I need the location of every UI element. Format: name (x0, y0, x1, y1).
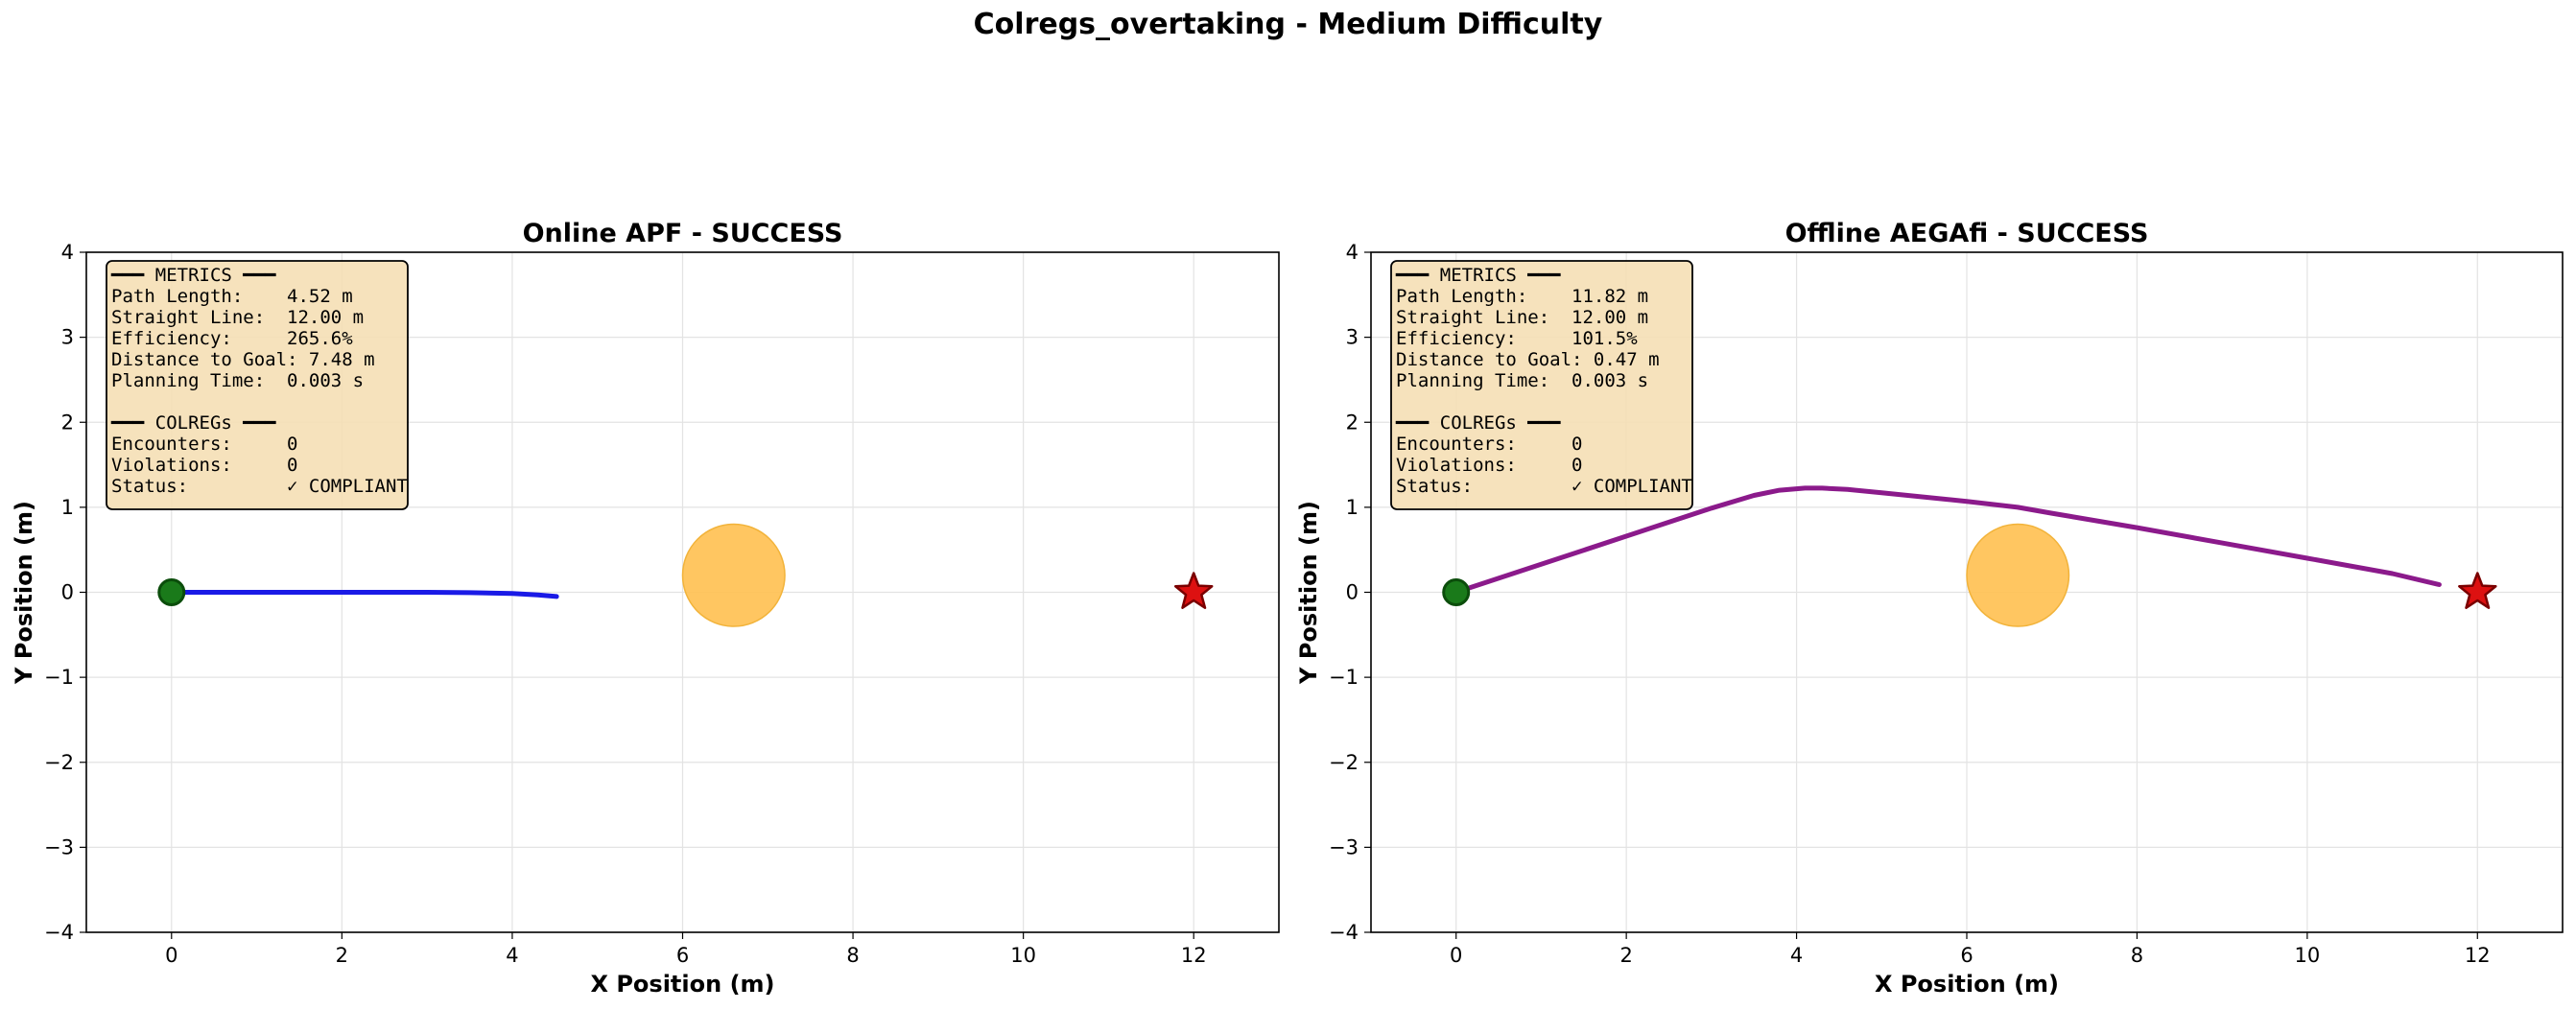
metrics-line: Encounters: 0 (111, 434, 297, 455)
metrics-line: Efficiency: 101.5% (1396, 328, 1638, 349)
x-tick-label: 12 (1181, 944, 1207, 967)
metrics-line: Path Length: 4.52 m (111, 286, 353, 307)
x-axis-label: X Position (m) (590, 971, 774, 998)
panel-title: Offline AEGAfi - SUCCESS (1785, 219, 2149, 248)
metrics-box (1390, 260, 1693, 510)
panel-title: Online APF - SUCCESS (523, 219, 843, 248)
x-tick-label: 2 (1619, 944, 1632, 967)
y-axis-label: Y Position (m) (1295, 501, 1322, 685)
y-tick-label: 4 (61, 241, 74, 264)
metrics-line: ━━━ METRICS ━━━ (110, 265, 276, 286)
start-marker (1442, 578, 1471, 606)
data-layer (157, 523, 1214, 627)
axes-frame (85, 251, 1280, 933)
metrics-line: Violations: 0 (111, 455, 297, 476)
y-tick-label: −1 (1329, 666, 1359, 689)
y-tick-label: 1 (1346, 496, 1359, 519)
metrics-line: Status: ✓ COMPLIANT (111, 476, 408, 497)
x-tick-label: 4 (506, 944, 518, 967)
metrics-line: Straight Line: 12.00 m (111, 307, 364, 328)
x-tick-label: 8 (2131, 944, 2143, 967)
figure-title: Colregs_overtaking - Medium Difficulty (973, 8, 1603, 41)
y-tick-label: 0 (1346, 581, 1359, 604)
y-tick-label: 2 (61, 411, 74, 434)
start-marker (157, 578, 186, 606)
metrics-line: Path Length: 11.82 m (1396, 286, 1648, 307)
y-tick-label: 1 (61, 496, 74, 519)
metrics-line: Straight Line: 12.00 m (1396, 307, 1648, 328)
x-tick-label: 2 (336, 944, 348, 967)
metrics-line: ━━━ COLREGs ━━━ (1395, 412, 1561, 434)
x-tick-label: 4 (1790, 944, 1803, 967)
x-tick-label: 10 (1010, 944, 1036, 967)
x-tick-label: 6 (1960, 944, 1973, 967)
y-tick-label: −2 (44, 751, 74, 774)
metrics-line: Distance to Goal: 7.48 m (111, 349, 375, 370)
metrics-box (106, 260, 409, 510)
obstacle-circle (681, 523, 786, 627)
y-tick-label: 2 (1346, 411, 1359, 434)
x-tick-label: 0 (1450, 944, 1462, 967)
metrics-line: Efficiency: 265.6% (111, 328, 353, 349)
metrics-line: Distance to Goal: 0.47 m (1396, 349, 1660, 370)
goal-marker (2458, 572, 2497, 609)
y-tick-label: −3 (44, 835, 74, 858)
y-tick-label: −2 (1329, 751, 1359, 774)
path-line (1453, 485, 2442, 595)
goal-marker (1173, 572, 1214, 609)
y-tick-label: −1 (44, 666, 74, 689)
obstacle-circle (1966, 523, 2070, 627)
path-line (169, 590, 559, 599)
metrics-line: ━━━ COLREGs ━━━ (110, 412, 276, 434)
metrics-line: Encounters: 0 (1396, 434, 1582, 455)
x-tick-label: 10 (2294, 944, 2320, 967)
y-tick-label: 0 (61, 581, 74, 604)
y-tick-label: −3 (1329, 835, 1359, 858)
metrics-line: Planning Time: 0.003 s (111, 370, 364, 391)
x-tick-label: 8 (846, 944, 859, 967)
x-tick-label: 12 (2465, 944, 2491, 967)
y-tick-label: 3 (61, 326, 74, 349)
axes-frame (1370, 251, 2564, 933)
y-tick-label: −4 (44, 921, 74, 944)
y-axis-label: Y Position (m) (11, 501, 37, 685)
x-axis-label: X Position (m) (1875, 971, 2059, 998)
y-tick-label: −4 (1329, 921, 1359, 944)
metrics-line: ━━━ METRICS ━━━ (1395, 265, 1561, 286)
metrics-line: Status: ✓ COMPLIANT (1396, 476, 1692, 497)
metrics-line: Violations: 0 (1396, 455, 1582, 476)
data-layer (1442, 485, 2497, 627)
x-tick-label: 6 (676, 944, 689, 967)
metrics-line: Planning Time: 0.003 s (1396, 370, 1648, 391)
y-tick-label: 4 (1346, 241, 1359, 264)
y-tick-label: 3 (1346, 326, 1359, 349)
x-tick-label: 0 (165, 944, 177, 967)
